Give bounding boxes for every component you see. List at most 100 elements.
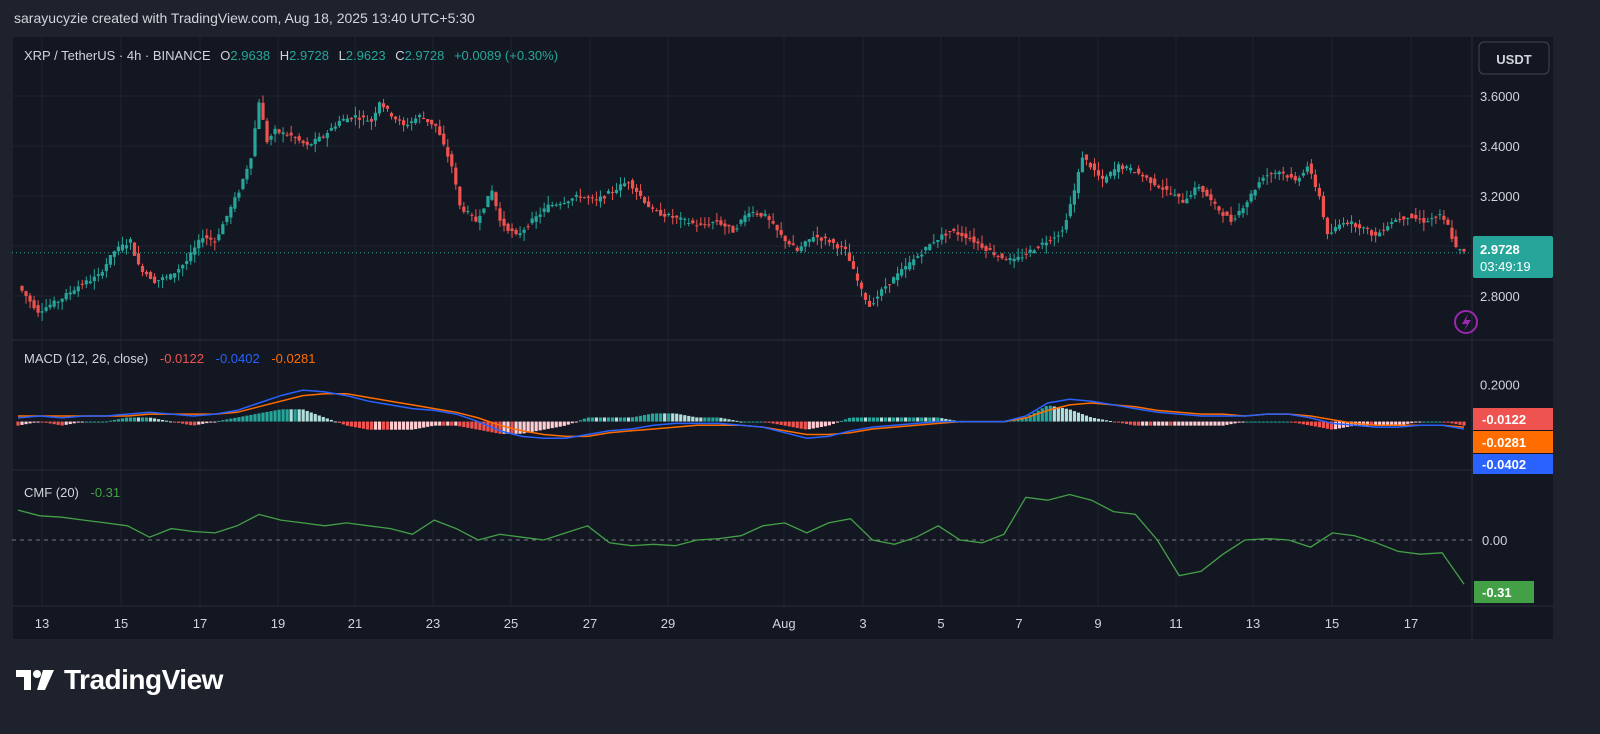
candle-body bbox=[72, 290, 76, 294]
candle-body bbox=[128, 239, 133, 243]
macd-hist-bar bbox=[1366, 421, 1370, 426]
candle-body bbox=[1289, 173, 1293, 178]
candle-body bbox=[1068, 204, 1072, 217]
macd-hist-bar bbox=[594, 417, 598, 422]
candle-body bbox=[454, 167, 458, 185]
candle-body bbox=[297, 136, 301, 141]
macd-hist-bar bbox=[522, 421, 526, 434]
macd-hist-bar bbox=[1213, 421, 1217, 426]
candle-body bbox=[799, 246, 803, 252]
candle-body bbox=[803, 241, 807, 247]
macd-hist-bar bbox=[466, 421, 470, 428]
candle-body bbox=[470, 214, 474, 216]
candle-body bbox=[273, 128, 277, 135]
candle-body bbox=[422, 117, 426, 119]
candle-body bbox=[687, 223, 691, 225]
candle-body bbox=[807, 239, 811, 242]
macd-hist-bar bbox=[1289, 421, 1293, 423]
candle-body bbox=[261, 102, 265, 120]
macd-hist-bar bbox=[743, 421, 747, 423]
candle-body bbox=[52, 300, 56, 307]
macd-hist-bar bbox=[161, 419, 165, 422]
candle-body bbox=[815, 234, 819, 238]
macd-hist-bar bbox=[297, 409, 301, 422]
currency-button-label[interactable]: USDT bbox=[1496, 52, 1531, 67]
macd-hist-bar bbox=[44, 421, 48, 423]
candle-body bbox=[1341, 223, 1346, 225]
macd-hist-bar bbox=[502, 421, 506, 434]
time-axis[interactable]: 13 15 17 19 21 23 25 27 29 Aug 3 5 7 9 11 13 15 17 bbox=[35, 616, 1418, 631]
candle-body bbox=[1422, 218, 1426, 223]
lightning-icon[interactable] bbox=[1454, 310, 1478, 334]
macd-hist-bar bbox=[1133, 421, 1137, 426]
candle-body bbox=[964, 233, 968, 238]
currency-button-bg[interactable] bbox=[1478, 41, 1550, 75]
candle-body bbox=[165, 276, 169, 278]
candle-body bbox=[257, 102, 261, 129]
candle-body bbox=[751, 212, 755, 214]
tradingview-logo-icon bbox=[16, 670, 54, 690]
cmf-legend[interactable]: CMF (20) -0.31 bbox=[24, 485, 120, 500]
candle-body bbox=[1125, 166, 1129, 169]
macd-hist-bar bbox=[1193, 421, 1197, 426]
candle-body bbox=[201, 238, 205, 243]
macd-legend[interactable]: MACD (12, 26, close) -0.0122 -0.0402 -0.… bbox=[24, 351, 315, 366]
macd-hist-bar bbox=[1305, 421, 1309, 426]
macd-hist-bar bbox=[1141, 421, 1145, 426]
candle-body bbox=[1000, 253, 1004, 259]
candle-body bbox=[1108, 171, 1113, 177]
candle-body bbox=[337, 120, 341, 127]
macd-hist-bar bbox=[638, 415, 643, 422]
low-value: 2.9623 bbox=[346, 48, 386, 63]
candle-body bbox=[1020, 257, 1024, 259]
macd-hist-bar bbox=[667, 413, 671, 422]
candle-body bbox=[908, 262, 912, 270]
candle-body bbox=[28, 295, 32, 302]
macd-hist-bar bbox=[325, 418, 329, 422]
candle-body bbox=[1169, 193, 1173, 195]
macd-line bbox=[17, 389, 1465, 439]
main-legend[interactable]: XRP / TetherUS · 4h · BINANCE O2.9638 H2… bbox=[24, 48, 558, 63]
candle-body bbox=[285, 134, 289, 136]
macd-hist-bar bbox=[257, 413, 261, 422]
x-tick-label-8: 29 bbox=[661, 616, 675, 631]
macd-hist-bar bbox=[197, 421, 201, 425]
candle-body bbox=[940, 234, 944, 240]
candle-body bbox=[245, 168, 249, 180]
candle-body bbox=[233, 197, 237, 209]
macd-hist-bar bbox=[626, 417, 631, 422]
candle-body bbox=[647, 201, 651, 208]
candle-body bbox=[301, 140, 305, 144]
macd-hist-bar bbox=[1120, 421, 1125, 424]
candle-body bbox=[542, 208, 546, 212]
chart-area[interactable]: 2.80003.00003.20003.40003.60000.20000.00… bbox=[12, 36, 1554, 640]
candle-body bbox=[209, 237, 213, 240]
candle-body bbox=[530, 218, 534, 224]
candle-body bbox=[1434, 216, 1438, 218]
macd-hist-bar bbox=[381, 421, 386, 430]
candle-body bbox=[124, 245, 129, 249]
candle-body bbox=[936, 239, 940, 243]
candle-body bbox=[1157, 185, 1161, 188]
macd-hist-bar bbox=[574, 421, 578, 423]
candle-body bbox=[152, 276, 157, 284]
macd-hist-bar bbox=[884, 417, 888, 422]
macd-hist-bar bbox=[1321, 421, 1326, 429]
macd-hist-bar bbox=[245, 415, 249, 422]
candle-body bbox=[683, 218, 687, 220]
candle-body bbox=[618, 184, 623, 191]
tradingview-branding[interactable]: TradingView bbox=[16, 664, 223, 696]
candle-body bbox=[341, 118, 345, 121]
candle-body bbox=[1442, 215, 1446, 220]
candle-body bbox=[305, 141, 309, 145]
macd-hist-bar bbox=[622, 417, 627, 422]
currency-button[interactable]: USDT bbox=[1478, 41, 1550, 75]
candle-body bbox=[835, 244, 839, 249]
price-tick-label-0: 2.8000 bbox=[1480, 289, 1520, 304]
candle-body bbox=[1004, 259, 1008, 261]
macd-hist-bar bbox=[1153, 421, 1157, 426]
macd-legend-macd: -0.0402 bbox=[216, 351, 260, 366]
macd-hist-bar bbox=[948, 419, 952, 422]
candle-body bbox=[1378, 232, 1382, 237]
candle-body bbox=[92, 276, 96, 282]
